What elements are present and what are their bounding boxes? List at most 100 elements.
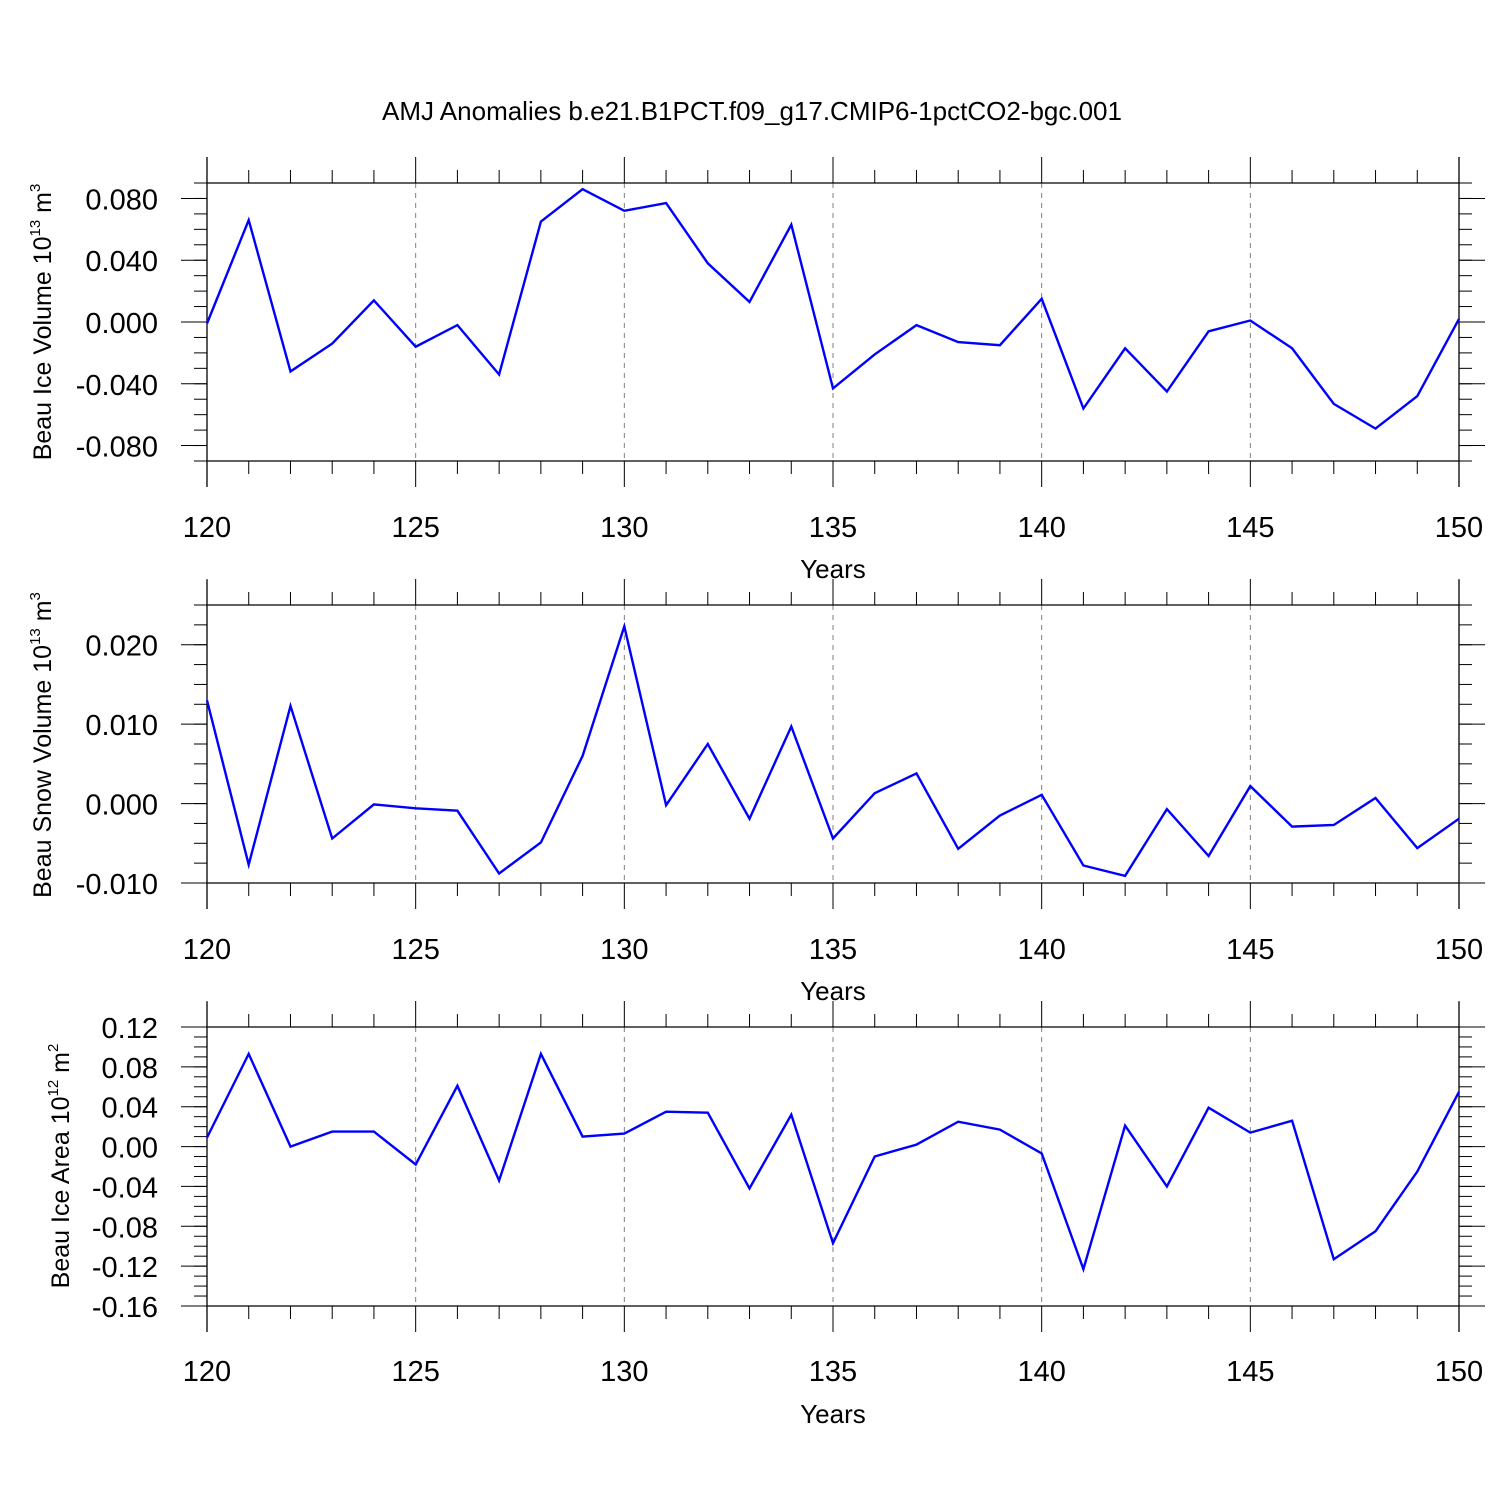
data-point [540,221,542,223]
data-point [1374,797,1377,799]
y-tick-label: 0.040 [85,246,158,278]
data-point [1249,1132,1251,1134]
y-tick-label: -0.04 [92,1172,158,1204]
data-point [874,1155,876,1158]
x-tick-label: 135 [809,934,857,966]
data-point [248,1053,250,1055]
y-tick-label: -0.08 [92,1212,158,1244]
x-tick-label: 120 [183,1356,231,1388]
x-tick-label: 150 [1435,934,1483,966]
panel-3: 120 125 130 135 140 145 150 0.12 0.08 0.04 0.00 -0.… [45,1001,1485,1429]
data-point [748,301,751,303]
data-point [206,1137,208,1139]
data-point [1041,794,1043,796]
data-point [1041,298,1043,300]
data-point [1124,1125,1126,1127]
chart-title: AMJ Anomalies b.e21.B1PCT.f09_g17.CMIP6-… [382,96,1122,126]
data-point [1166,808,1168,810]
data-point [1291,826,1293,828]
y-tick-label: -0.16 [92,1292,158,1324]
data-point [415,346,417,348]
data-point [1333,1258,1335,1260]
data-point [1082,407,1084,410]
x-tick-label: 135 [809,1356,857,1388]
data-point [415,807,417,809]
data-point [1166,390,1168,393]
data-point [206,322,208,325]
x-tick-label: 135 [809,512,857,544]
x-tick-label: 140 [1017,934,1065,966]
data-point [206,699,208,701]
y-tick-label: 0.04 [102,1093,158,1125]
data-point [1416,395,1418,397]
data-point [373,1131,375,1133]
data-point [832,387,834,390]
data-point [665,1111,667,1113]
data-point [456,324,458,326]
data-point [582,188,584,190]
x-tick-label: 125 [391,934,439,966]
data-point [665,804,667,806]
data-point [1249,785,1251,787]
data-point [1416,1170,1418,1173]
data-point [1291,1120,1293,1122]
x-axis-label: Years [800,1399,866,1429]
data-point [1333,824,1335,826]
data-point [665,202,667,204]
data-point [331,837,333,840]
data-point [540,841,542,844]
x-tick-label: 145 [1226,512,1274,544]
data-point [456,810,458,812]
data-point [1124,347,1126,349]
y-axis-label-exponent: 12 [45,1080,62,1097]
y-tick-label: 0.010 [85,710,158,742]
data-point [1166,1185,1168,1188]
data-point [623,1133,625,1135]
data-point [248,219,250,221]
y-tick-label: 0.08 [102,1053,158,1085]
panel-2: 120 125 130 135 140 145 150 0.020 0.010 0.000 -0.0… [27,579,1485,1006]
data-point [331,1131,333,1133]
data-point [1458,1091,1460,1093]
data-point [1041,1152,1043,1155]
data-point [915,324,918,326]
data-point [1374,427,1377,430]
data-point [1458,818,1460,820]
data-point [1208,855,1210,857]
y-axis-label-text: m [47,1052,75,1080]
data-point [790,725,792,728]
y-axis-label-text: Beau Snow Volume 10 [29,645,57,898]
y-tick-label: 0.00 [102,1133,158,1165]
data-point [1333,403,1335,405]
data-point [582,755,584,757]
x-tick-label: 120 [183,934,231,966]
data-point [582,1136,584,1138]
data-point [1374,1230,1377,1232]
data-point [1416,847,1418,849]
panel-1: 120 125 130 135 140 145 150 0.080 0.040 0.000 -0.0… [27,157,1485,584]
data-point [1082,864,1084,867]
y-tick-label: -0.080 [76,432,158,464]
y-tick-label: 0.020 [85,631,158,663]
x-tick-label: 150 [1435,512,1483,544]
x-tick-label: 150 [1435,1356,1483,1388]
data-point [957,1121,959,1123]
y-tick-label: -0.12 [92,1252,158,1284]
y-tick-label: 0.000 [85,308,158,340]
data-point [289,705,292,707]
x-tick-label: 125 [391,1356,439,1388]
data-point [289,1145,292,1148]
y-tick-label: 0.000 [85,790,158,822]
data-point [748,1187,751,1190]
data-point [1249,319,1251,322]
data-point [1208,330,1210,332]
x-tick-label: 145 [1226,1356,1274,1388]
data-point [874,353,876,356]
y-axis-label-exponent: 3 [27,592,44,600]
y-axis-label: Beau Snow Volume 1013 m3 [27,592,57,898]
data-point [498,872,500,875]
data-point [999,814,1001,817]
y-axis-label-exponent: 3 [27,184,44,192]
y-axis-label: Beau Ice Volume 1013 m3 [27,184,57,461]
